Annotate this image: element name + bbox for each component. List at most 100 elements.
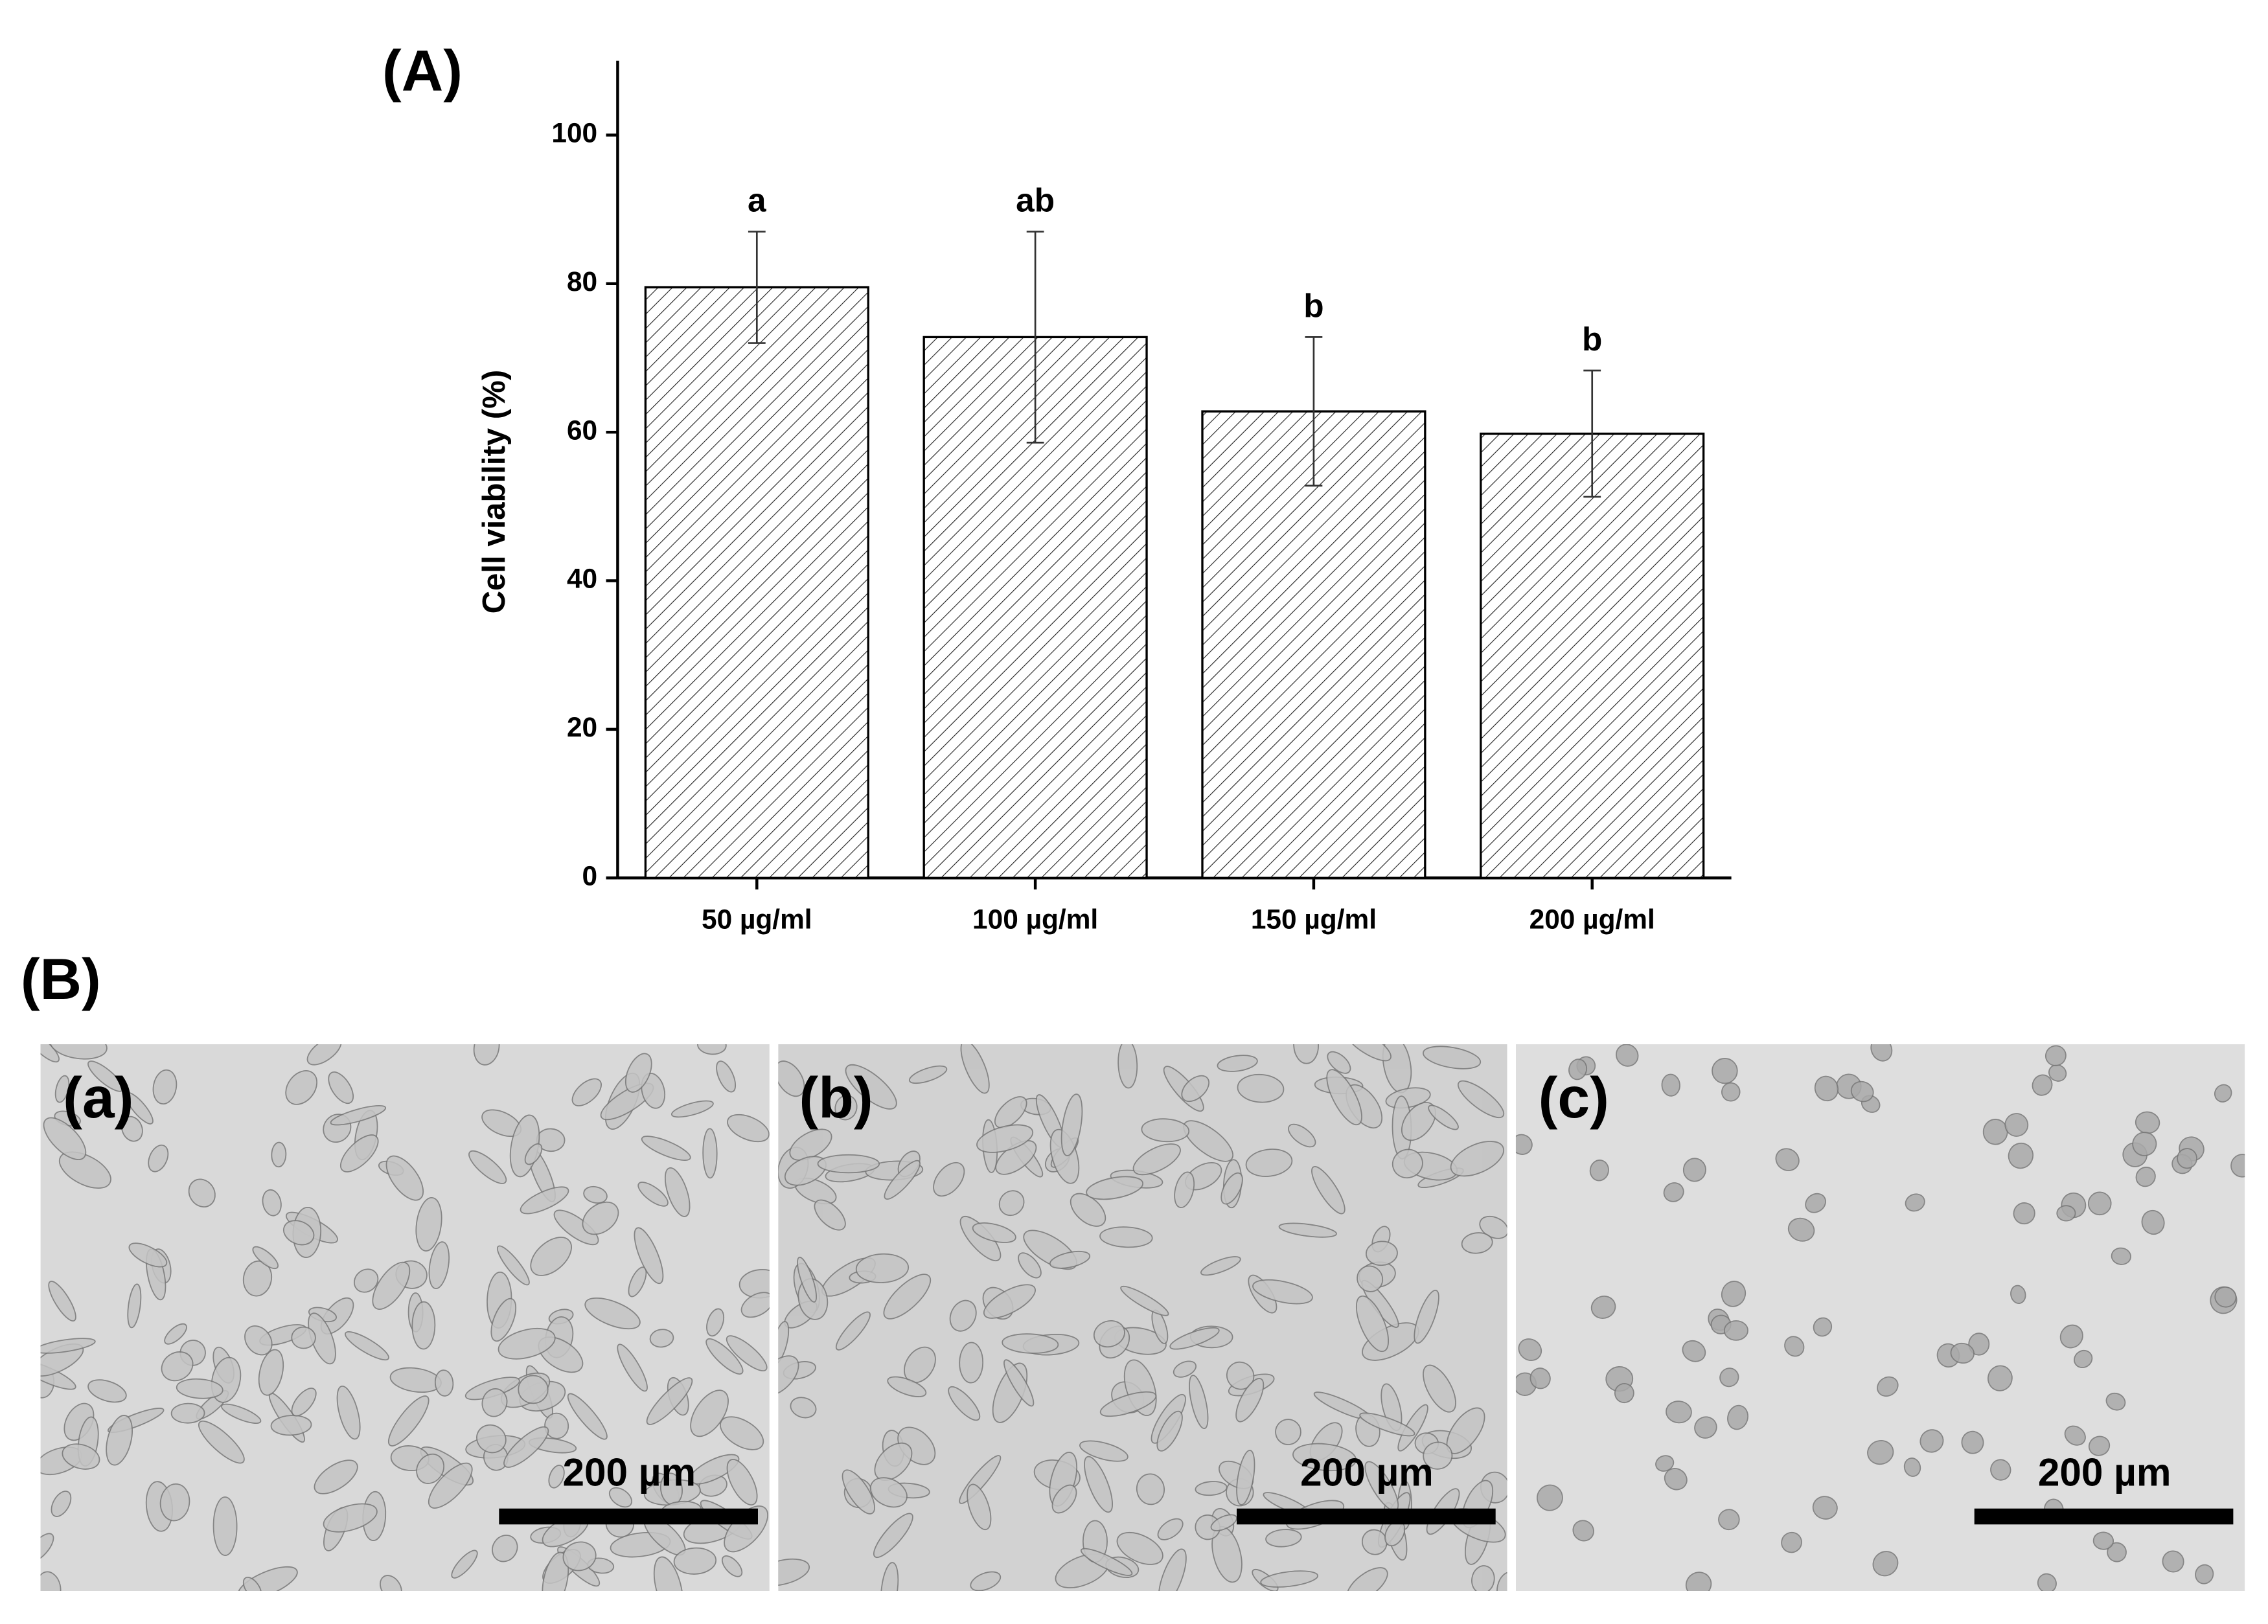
micrograph: (b) 200 µm [778, 1044, 1507, 1592]
x-tick-label: 50 µg/ml [702, 904, 812, 934]
cell [54, 1075, 70, 1103]
cell [1327, 1051, 1351, 1074]
cell [1200, 1256, 1241, 1276]
cell [778, 1321, 790, 1365]
scale-bar [1974, 1508, 2234, 1525]
y-tick-label: 80 [567, 266, 597, 297]
cell [1568, 1058, 1588, 1081]
cell [1814, 1075, 1839, 1102]
significance-letter: b [1582, 321, 1602, 358]
cell [1805, 1193, 1826, 1213]
cell [1136, 1473, 1165, 1505]
image-label: (a) [63, 1065, 133, 1130]
cell [283, 1220, 315, 1246]
cell [106, 1415, 133, 1466]
cell [1116, 1531, 1163, 1565]
cell [387, 1395, 430, 1447]
cell [789, 1128, 832, 1161]
cell [994, 1096, 1027, 1128]
cell [697, 1044, 727, 1055]
cell [148, 1144, 169, 1172]
micrograph: (a) 200 µm [40, 1044, 770, 1592]
cell [1781, 1531, 1802, 1553]
panel-label: (A) [382, 38, 463, 103]
cell [582, 1201, 619, 1235]
cell [416, 1453, 445, 1484]
cell [1049, 1250, 1091, 1269]
y-tick-label: 100 [551, 118, 597, 148]
cell [562, 1541, 597, 1572]
cell [1361, 1529, 1388, 1555]
cell [262, 1189, 282, 1217]
cell [1070, 1193, 1106, 1227]
cell [1471, 1565, 1495, 1592]
cell [874, 1442, 913, 1481]
cell [883, 1274, 932, 1320]
cell [1132, 1143, 1181, 1176]
significance-letter: ab [1016, 181, 1055, 218]
cell [2008, 1142, 2034, 1169]
cell [908, 1065, 948, 1084]
cell [161, 1351, 194, 1382]
cell [49, 1044, 108, 1060]
cell [1086, 1176, 1144, 1200]
cell [1990, 1459, 2011, 1481]
cell [1346, 1567, 1388, 1592]
cell [778, 1558, 810, 1586]
cell [385, 1155, 424, 1201]
cell [1080, 1548, 1133, 1576]
cell [571, 1078, 602, 1106]
cell [1719, 1367, 1739, 1388]
cell [40, 1571, 62, 1592]
cell [1252, 1279, 1313, 1305]
cell [2214, 1287, 2237, 1308]
cell [490, 1298, 517, 1342]
cell [1870, 1044, 1893, 1062]
cell [1982, 1119, 2008, 1145]
cell [1537, 1484, 1563, 1511]
cell [2105, 1392, 2126, 1411]
cell [372, 1261, 411, 1310]
cell [258, 1349, 284, 1396]
cell [380, 1575, 402, 1592]
cell [1572, 1520, 1594, 1542]
cell [330, 1104, 387, 1126]
cell [1428, 1104, 1459, 1130]
x-tick-label: 100 µg/ml [972, 904, 1098, 934]
cell [960, 1044, 990, 1094]
cell [1093, 1320, 1125, 1348]
cell [1718, 1509, 1740, 1531]
cell [1616, 1044, 1639, 1067]
cell [1950, 1342, 1975, 1364]
cell [345, 1331, 389, 1361]
cell [353, 1268, 379, 1293]
cell [778, 1060, 805, 1097]
cell [1903, 1458, 1921, 1477]
cell [164, 1323, 187, 1345]
cell [880, 1562, 899, 1592]
cell [1288, 1123, 1316, 1148]
cell [1529, 1367, 1551, 1390]
cell [649, 1329, 674, 1348]
cell [690, 1390, 729, 1437]
cell [291, 1388, 317, 1417]
image-label: (c) [1539, 1065, 1609, 1130]
cell [1169, 1327, 1220, 1350]
cell [1663, 1182, 1684, 1202]
cell [727, 1114, 770, 1143]
micrograph: (c) 200 µm [1515, 1044, 2245, 1592]
cell [340, 1134, 379, 1172]
cell [1905, 1193, 1925, 1212]
cell [933, 1161, 965, 1197]
cell [583, 1185, 608, 1204]
cell [1961, 1430, 1984, 1454]
scale-bar [1237, 1508, 1496, 1525]
cell [1117, 1044, 1138, 1089]
cell [726, 1459, 758, 1505]
cell [983, 1284, 1036, 1319]
cell [797, 1257, 818, 1303]
cell [949, 1299, 977, 1332]
cell [716, 1060, 737, 1093]
cell [1518, 1338, 1542, 1361]
cell [1423, 1441, 1453, 1470]
